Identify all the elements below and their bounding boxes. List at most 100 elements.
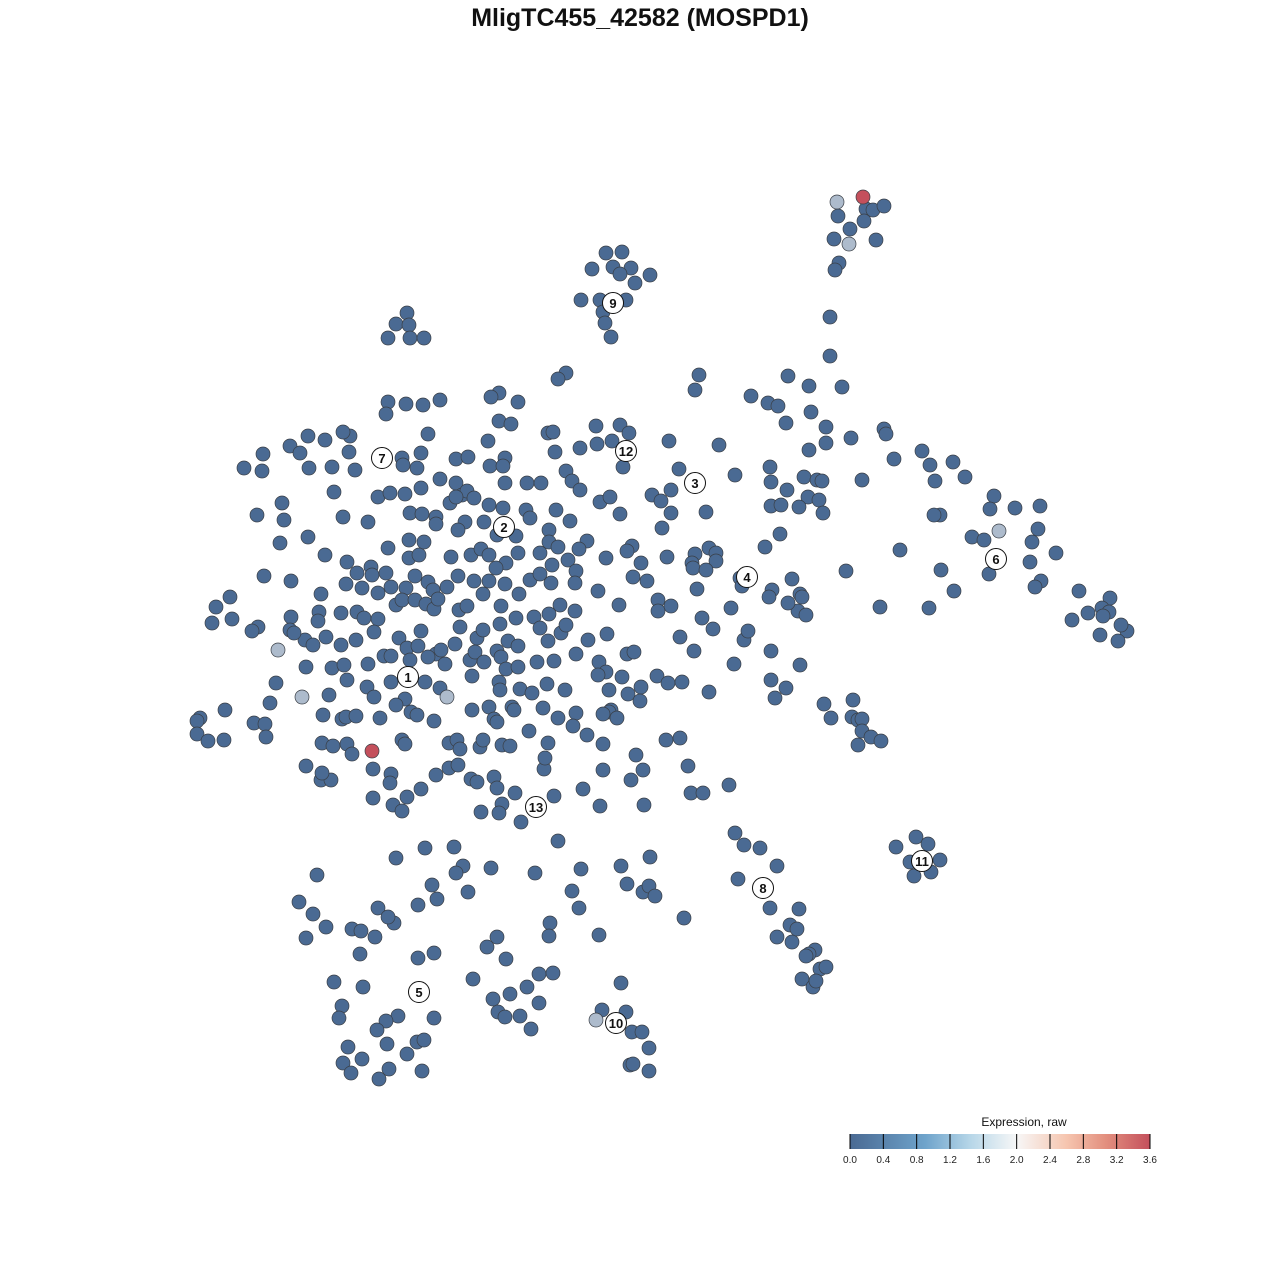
data-point (397, 486, 413, 502)
data-point (595, 706, 611, 722)
data-point (414, 1063, 430, 1079)
data-point (460, 449, 476, 465)
data-point (613, 858, 629, 874)
data-point (420, 649, 436, 665)
cluster-label: 5 (408, 981, 430, 1003)
cluster-label-text: 6 (992, 552, 999, 567)
data-point (791, 901, 807, 917)
data-point (773, 497, 789, 513)
legend-tick-label: 2.4 (1043, 1155, 1057, 1166)
data-point (410, 950, 426, 966)
data-point (730, 871, 746, 887)
data-point (803, 404, 819, 420)
data-point (324, 459, 340, 475)
data-point (379, 1036, 395, 1052)
data-point (519, 475, 535, 491)
data-point (545, 965, 561, 981)
data-point (614, 669, 630, 685)
data-point (698, 504, 714, 520)
data-point (336, 657, 352, 673)
data-point (348, 708, 364, 724)
cluster-label: 2 (493, 516, 515, 538)
data-point (632, 693, 648, 709)
data-point (465, 971, 481, 987)
data-point (694, 610, 710, 626)
data-point (550, 371, 566, 387)
data-point (300, 428, 316, 444)
data-point (318, 629, 334, 645)
data-point (510, 659, 526, 675)
data-point (841, 236, 857, 252)
data-point (761, 589, 777, 605)
data-point (489, 780, 505, 796)
data-point (568, 705, 584, 721)
data-point (932, 852, 948, 868)
data-point (208, 599, 224, 615)
data-point (625, 1056, 641, 1072)
data-point (428, 767, 444, 783)
data-point (854, 472, 870, 488)
data-point (614, 244, 630, 260)
data-point (726, 656, 742, 672)
data-point (1080, 605, 1096, 621)
data-point (550, 710, 566, 726)
data-point (367, 929, 383, 945)
data-point (489, 714, 505, 730)
data-point (467, 644, 483, 660)
data-point (365, 761, 381, 777)
data-point (286, 625, 302, 641)
data-point (920, 836, 936, 852)
cluster-label-badge (408, 981, 430, 1003)
data-point (382, 485, 398, 501)
data-point (305, 906, 321, 922)
data-point (633, 555, 649, 571)
data-point (369, 1022, 385, 1038)
data-point (326, 484, 342, 500)
cluster-label-text: 2 (500, 520, 507, 535)
data-point (341, 444, 357, 460)
data-point (763, 672, 779, 688)
data-point (448, 489, 464, 505)
cluster-label-badge (371, 447, 393, 469)
data-point (532, 545, 548, 561)
data-point (475, 622, 491, 638)
data-point (572, 440, 588, 456)
data-point (589, 436, 605, 452)
data-point (615, 459, 631, 475)
data-point (450, 757, 466, 773)
data-point (466, 573, 482, 589)
data-point (543, 575, 559, 591)
data-point (1032, 498, 1048, 514)
data-point (410, 638, 426, 654)
data-point (360, 656, 376, 672)
cluster-label-text: 13 (529, 800, 543, 815)
data-point (769, 858, 785, 874)
data-point (506, 702, 522, 718)
data-point (466, 490, 482, 506)
data-point (381, 1061, 397, 1077)
data-point (619, 876, 635, 892)
data-point (502, 986, 518, 1002)
data-point (982, 501, 998, 517)
data-point (1095, 608, 1111, 624)
data-point (401, 532, 417, 548)
data-point (268, 675, 284, 691)
data-point (380, 540, 396, 556)
data-point (244, 623, 260, 639)
data-point (584, 261, 600, 277)
data-point (542, 915, 558, 931)
data-point (546, 788, 562, 804)
data-point (830, 208, 846, 224)
data-point (256, 568, 272, 584)
data-point (1027, 579, 1043, 595)
data-point (513, 814, 529, 830)
data-point (598, 550, 614, 566)
data-point (464, 702, 480, 718)
data-point (611, 597, 627, 613)
data-point (313, 586, 329, 602)
data-point (641, 1040, 657, 1056)
data-point (364, 567, 380, 583)
data-point (497, 475, 513, 491)
legend-tick-label: 2.0 (1010, 1155, 1024, 1166)
